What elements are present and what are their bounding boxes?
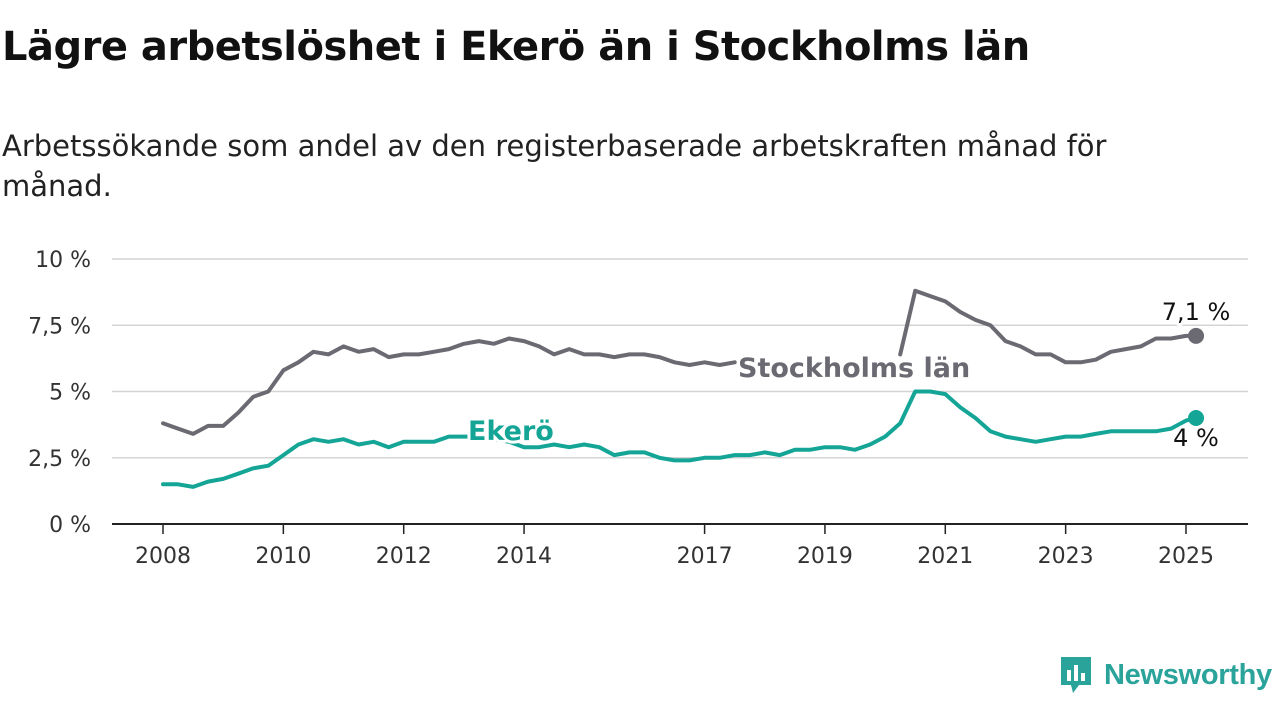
series-label-ekero: Ekerö — [468, 416, 554, 447]
y-tick-label: 5 % — [49, 381, 91, 406]
end-label-ekero: 4 % — [1173, 424, 1219, 452]
y-tick-label: 2,5 % — [28, 447, 91, 472]
x-tick-label: 2017 — [677, 544, 733, 569]
x-tick-label: 2023 — [1038, 544, 1094, 569]
x-tick-label: 2010 — [255, 544, 311, 569]
y-tick-label: 7,5 % — [28, 314, 91, 339]
y-tick-label: 10 % — [35, 248, 91, 273]
series-end-marker — [1188, 410, 1205, 426]
series-line-ekero — [161, 389, 1198, 489]
line-chart: 0 % 2,5 % 5 % 7,5 % 10 % 2008 2010 2012 2014 2017… — [28, 248, 1248, 569]
x-tick-label: 2014 — [496, 544, 552, 569]
end-label-stockholm: 7,1 % — [1162, 298, 1231, 326]
x-tick-label: 2019 — [797, 544, 853, 569]
series-line-stockholm — [161, 336, 737, 436]
brand-name: Newsworthy — [1104, 658, 1272, 691]
series-label-stockholm: Stockholms län — [738, 353, 970, 384]
chart-title: Lägre arbetslöshet i Ekerö än i Stockhol… — [2, 24, 1030, 70]
newsworthy-logo-icon — [1061, 657, 1091, 693]
brand-logo: Newsworthy — [1058, 652, 1272, 698]
x-tick-label: 2008 — [135, 544, 191, 569]
y-tick-label: 0 % — [49, 513, 91, 538]
x-tick-label: 2012 — [376, 544, 432, 569]
x-tick-label: 2025 — [1158, 544, 1214, 569]
series-end-marker — [1188, 327, 1205, 344]
series-line-stockholm — [898, 288, 1198, 365]
chart-subtitle: Arbetssökande som andel av den registerb… — [2, 129, 1107, 203]
x-tick-label: 2021 — [917, 544, 973, 569]
